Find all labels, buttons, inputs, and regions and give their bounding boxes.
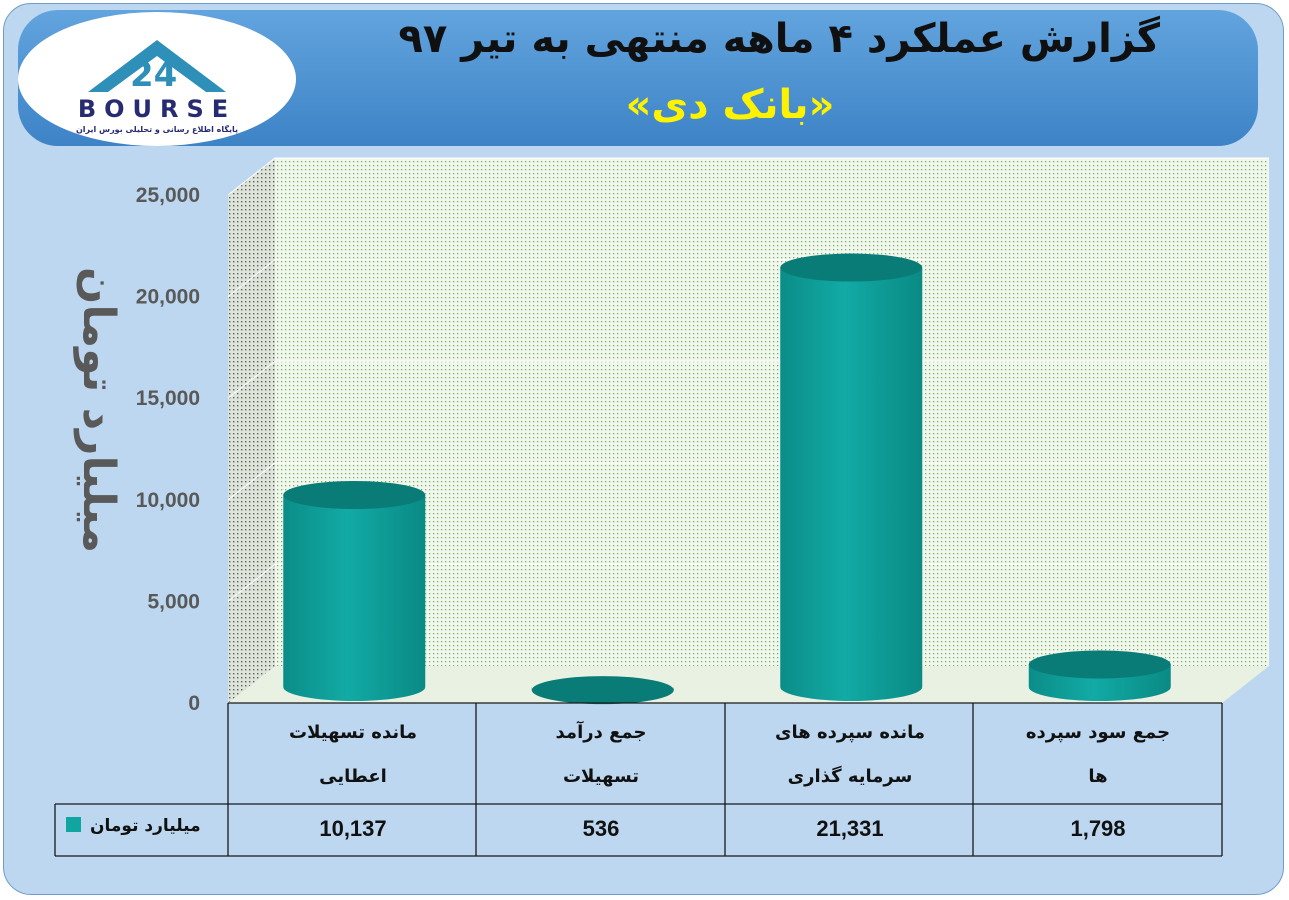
gridline (227, 462, 1269, 501)
bar (780, 253, 923, 701)
y-tick-label: 0 (188, 692, 200, 715)
chart-back-wall (275, 158, 1269, 666)
y-tick-label: 10,000 (136, 489, 200, 512)
y-tick-label: 5,000 (147, 590, 200, 613)
y-tick-label: 20,000 (136, 286, 200, 309)
gridline (227, 563, 1269, 602)
gridline (227, 157, 1269, 196)
gridline (227, 360, 1269, 399)
chart-gridlines (227, 157, 1269, 602)
bar-series (283, 253, 1171, 705)
bar-body (283, 495, 426, 701)
chart-floor (228, 666, 1269, 703)
data-table-grid (54, 702, 1223, 857)
y-axis-label: میلیارد تومان (73, 267, 124, 553)
bar-top (531, 676, 674, 705)
y-axis-ticks: 0 5,000 10,000 15,000 20,000 25,000 (136, 184, 200, 715)
bar (531, 676, 674, 705)
gridline (227, 259, 1269, 297)
bar-top (1028, 650, 1171, 679)
bar (283, 481, 426, 701)
y-tick-label: 15,000 (136, 387, 200, 410)
bar-body (780, 267, 923, 701)
logo-wordmark: BOURSE (77, 95, 237, 123)
page-subtitle: «بانک دی» (625, 82, 835, 128)
logo-tagline: پایگاه اطلاع رسانی و تحلیلی بورس ایران (75, 125, 239, 134)
y-tick-label: 25,000 (136, 184, 200, 207)
bar-top (283, 481, 426, 510)
bourse24-logo-icon: 24 (88, 40, 226, 95)
page-title: گزارش عملکرد ۴ ماهه منتهی به تیر ۹۷ (398, 16, 1160, 62)
bar-top (780, 253, 923, 282)
bourse24-logo: 24 BOURSE پایگاه اطلاع رسانی و تحلیلی بو… (18, 12, 296, 146)
bar (1028, 650, 1171, 701)
chart-side-wall (228, 158, 275, 703)
svg-text:24: 24 (130, 55, 177, 95)
